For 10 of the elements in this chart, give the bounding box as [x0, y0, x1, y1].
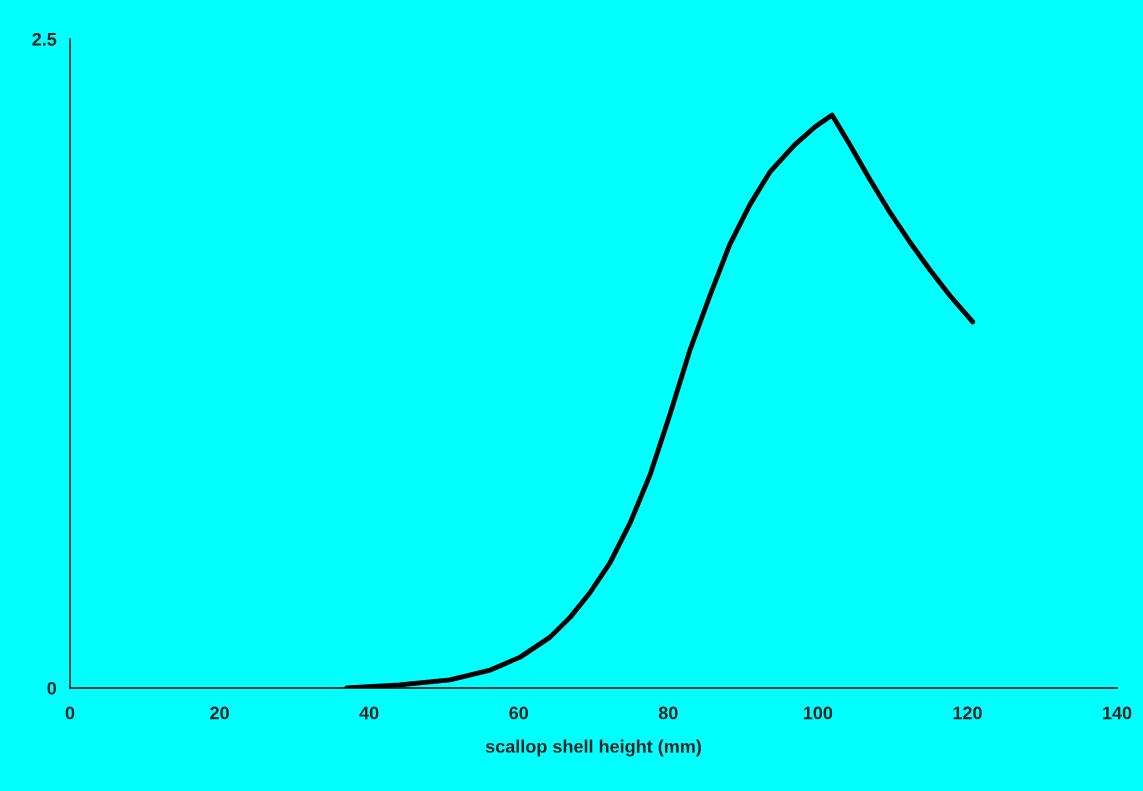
- x-axis-title: scallop shell height (mm): [485, 739, 701, 757]
- x-tick-label: 60: [509, 706, 529, 720]
- x-tick-label: 20: [210, 706, 229, 720]
- x-tick-label: 140: [1103, 706, 1132, 720]
- y-tick-label: 2.5: [32, 32, 57, 46]
- x-tick-label: 0: [65, 706, 75, 720]
- x-tick-label: 40: [359, 706, 379, 720]
- x-tick-label: 120: [953, 706, 982, 720]
- x-tick-label: 80: [658, 706, 678, 720]
- x-tick-label: 100: [803, 706, 833, 720]
